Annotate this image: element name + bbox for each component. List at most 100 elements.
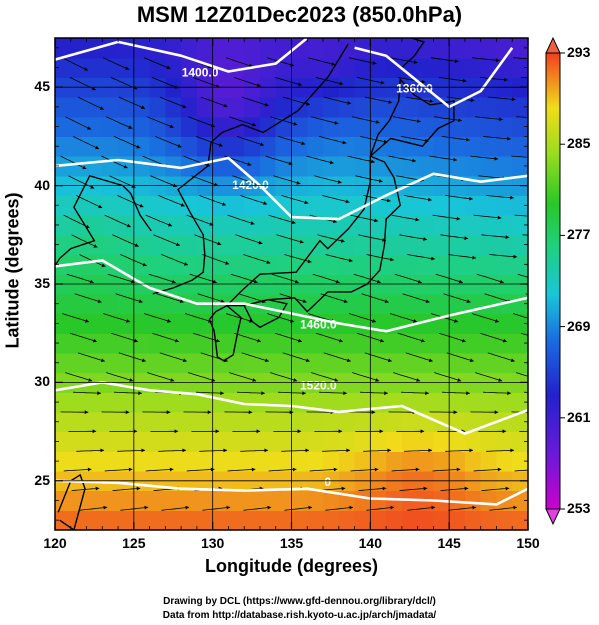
field-cell	[133, 392, 151, 413]
streamline	[102, 57, 130, 70]
streamline-arrow	[134, 338, 138, 343]
field-cell	[370, 510, 387, 530]
field-cell	[70, 215, 88, 236]
gridlines	[55, 38, 528, 530]
streamline	[229, 116, 257, 127]
streamline	[192, 77, 220, 88]
field-cell	[102, 234, 119, 256]
field-cell	[480, 136, 498, 157]
field-cell	[259, 195, 277, 216]
field-cell	[433, 234, 450, 256]
field-cell	[102, 333, 119, 354]
streamline	[225, 313, 254, 323]
streamline-arrow	[415, 217, 420, 222]
streamline-arrow	[537, 57, 541, 61]
x-tick-label: 145	[437, 535, 461, 551]
field-cell	[417, 57, 435, 78]
field-cell	[307, 352, 324, 374]
field-cell	[181, 431, 198, 452]
streamline	[233, 332, 262, 342]
contour-label: 1420.0	[232, 178, 269, 192]
colorbar-tick-label: 293	[567, 44, 591, 60]
streamline-arrow	[510, 195, 514, 200]
field-cell	[386, 136, 403, 157]
streamline-arrow	[223, 103, 228, 108]
streamline-arrow	[304, 200, 309, 205]
streamline	[106, 116, 133, 129]
streamline	[481, 487, 510, 491]
streamline-arrow	[141, 105, 145, 109]
streamline	[397, 332, 425, 342]
field-cell	[512, 195, 528, 216]
field-cell	[496, 234, 513, 256]
streamline-arrow	[378, 179, 383, 183]
field-cell	[386, 293, 403, 315]
field-cell	[244, 451, 261, 472]
field-cell	[417, 116, 435, 137]
streamline-arrow	[540, 116, 544, 120]
streamline-arrow	[510, 358, 515, 363]
field-cell	[386, 234, 403, 256]
streamline-arrow	[472, 255, 476, 260]
field-cell	[512, 116, 528, 137]
field-cell	[307, 136, 324, 157]
field-cell	[401, 97, 419, 118]
field-cell	[323, 156, 340, 177]
field-cell	[196, 333, 214, 354]
field-cell	[354, 313, 371, 334]
field-cell	[165, 215, 182, 236]
streamline	[186, 468, 215, 472]
field-cell	[86, 431, 103, 452]
field-cell	[118, 352, 135, 374]
streamline	[76, 195, 103, 209]
field-cell	[165, 352, 182, 374]
streamline-arrow	[379, 338, 384, 343]
streamline-arrow	[123, 164, 128, 169]
field-cell	[181, 392, 198, 413]
streamline	[407, 254, 435, 260]
streamline-arrow	[496, 58, 500, 63]
field-cell	[354, 57, 371, 78]
field-cell	[401, 451, 419, 472]
field-cell	[354, 392, 371, 413]
field-cell	[118, 254, 135, 275]
streamline	[402, 293, 430, 303]
streamline-arrow	[100, 448, 104, 453]
field-cell	[259, 116, 277, 137]
field-cell	[55, 313, 72, 334]
colorbar-tick-label: 269	[567, 317, 591, 334]
x-tick-label: 140	[358, 535, 382, 551]
field-cell	[181, 451, 198, 472]
streamline	[401, 391, 429, 394]
streamline	[393, 116, 421, 122]
streamline	[397, 77, 426, 83]
field-cell	[165, 411, 182, 433]
streamline-arrow	[179, 299, 184, 303]
field-cell	[512, 254, 528, 275]
x-axis-ticks	[54, 38, 529, 530]
streamline	[243, 506, 272, 511]
streamline-arrow	[290, 62, 294, 67]
field-cell	[70, 293, 88, 315]
streamline-arrow	[469, 448, 473, 453]
streamline-arrow	[264, 448, 268, 453]
streamline-arrow	[138, 391, 142, 396]
field-cell	[275, 313, 293, 334]
streamline	[196, 391, 224, 394]
streamline-arrow	[97, 391, 101, 396]
field-cell	[196, 97, 214, 118]
streamline	[391, 214, 420, 221]
streamline	[516, 372, 528, 377]
streamline	[476, 273, 504, 283]
streamline-arrow	[302, 391, 306, 396]
streamline-arrow	[169, 467, 174, 472]
streamline-arrow	[472, 505, 476, 510]
streamline	[489, 506, 518, 511]
data-source-credit: Data from http://database.rish.kyoto-u.a…	[162, 610, 437, 621]
streamline-arrow	[465, 137, 470, 142]
field-cell	[338, 57, 356, 78]
field-cell	[512, 57, 528, 78]
streamline-arrow	[95, 145, 99, 150]
field-cell	[354, 136, 371, 157]
field-cell	[133, 333, 151, 354]
